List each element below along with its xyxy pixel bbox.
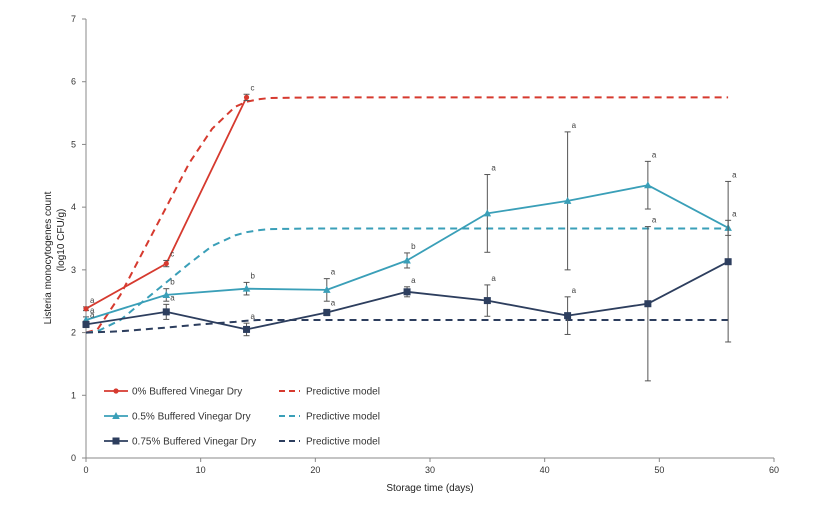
- series-3: [85, 96, 729, 334]
- data-point: [83, 306, 89, 312]
- legend-item: Predictive model: [279, 412, 380, 423]
- legend: 0% Buffered Vinegar Dry 0.5% Buffered Vin…: [104, 387, 380, 448]
- series-5: [85, 319, 729, 334]
- x-tick-label: 50: [654, 465, 664, 475]
- significance-label: a: [90, 306, 95, 315]
- predictive-model-line: [85, 227, 729, 334]
- axes: 0 1 2 3 4 5 6 7 0 10 20 30 40 50 60: [71, 14, 779, 475]
- data-point: [403, 288, 411, 296]
- significance-label: a: [251, 312, 256, 321]
- data-point: [483, 297, 491, 305]
- y-tick-label: 5: [71, 139, 76, 149]
- significance-label: b: [251, 271, 256, 280]
- data-point: [162, 308, 170, 316]
- data-point: [82, 320, 90, 328]
- legend-item: 0% Buffered Vinegar Dry: [104, 387, 242, 398]
- y-tick-label: 4: [71, 202, 76, 212]
- significance-label: a: [732, 170, 737, 179]
- y-axis-label: Listeria monocytogenes count: [43, 191, 54, 324]
- significance-label: a: [572, 286, 577, 295]
- significance-label: a: [90, 296, 95, 305]
- data-point: [242, 284, 251, 292]
- series-4: [85, 227, 729, 334]
- significance-label: a: [732, 209, 737, 218]
- significance-label: a: [90, 310, 95, 319]
- significance-label: c: [251, 83, 255, 92]
- significance-label: a: [572, 121, 577, 130]
- x-axis-label: Storage time (days): [386, 483, 473, 494]
- x-tick-label: 20: [310, 465, 320, 475]
- legend-label: Predictive model: [306, 412, 380, 423]
- legend-item: 0.5% Buffered Vinegar Dry: [104, 412, 251, 423]
- data-point: [112, 437, 120, 445]
- x-tick-label: 60: [769, 465, 779, 475]
- data-point: [564, 312, 572, 320]
- data-point: [403, 256, 411, 264]
- legend-item: 0.75% Buffered Vinegar Dry: [104, 437, 256, 448]
- legend-item: Predictive model: [279, 387, 380, 398]
- y-tick-label: 1: [71, 390, 76, 400]
- data-point: [483, 209, 492, 217]
- data-point: [163, 260, 169, 267]
- x-tick-label: 0: [83, 465, 88, 475]
- predictive-model-line: [85, 319, 729, 334]
- data-point: [644, 300, 652, 308]
- data-point: [113, 388, 119, 394]
- significance-label: c: [170, 249, 174, 258]
- significance-label: a: [331, 298, 336, 307]
- significance-label: a: [170, 293, 175, 302]
- legend-label: Predictive model: [306, 387, 380, 398]
- data-point: [112, 412, 120, 419]
- x-tick-label: 40: [540, 465, 550, 475]
- y-tick-label: 3: [71, 265, 76, 275]
- y-tick-label: 6: [71, 77, 76, 87]
- significance-label: a: [331, 268, 336, 277]
- x-tick-label: 10: [196, 465, 206, 475]
- series-0: a c c: [83, 83, 255, 312]
- series-line: [85, 97, 248, 310]
- legend-label: 0.5% Buffered Vinegar Dry: [132, 412, 251, 423]
- x-tick-label: 30: [425, 465, 435, 475]
- predictive-model-line: [85, 96, 729, 334]
- y-tick-label: 2: [71, 328, 76, 338]
- significance-label: b: [170, 278, 175, 287]
- data-point: [243, 94, 250, 100]
- legend-label: 0.75% Buffered Vinegar Dry: [132, 437, 256, 448]
- data-point: [243, 325, 251, 333]
- data-point: [323, 285, 331, 293]
- significance-label: a: [652, 150, 657, 159]
- data-point: [724, 258, 732, 266]
- legend-item: Predictive model: [279, 437, 380, 448]
- legend-label: 0% Buffered Vinegar Dry: [132, 387, 242, 398]
- data-point: [323, 309, 331, 317]
- y-tick-label: 0: [71, 453, 76, 463]
- significance-label: b: [411, 242, 416, 251]
- y-axis-label-unit: (log10 CFU/g): [56, 209, 67, 272]
- data-point: [563, 196, 572, 204]
- y-tick-label: 7: [71, 14, 76, 24]
- data-point: [644, 181, 652, 189]
- significance-label: a: [652, 216, 657, 225]
- significance-label: a: [491, 164, 496, 173]
- legend-label: Predictive model: [306, 437, 380, 448]
- data-point: [162, 290, 171, 298]
- significance-label: a: [411, 276, 416, 285]
- significance-label: a: [491, 274, 496, 283]
